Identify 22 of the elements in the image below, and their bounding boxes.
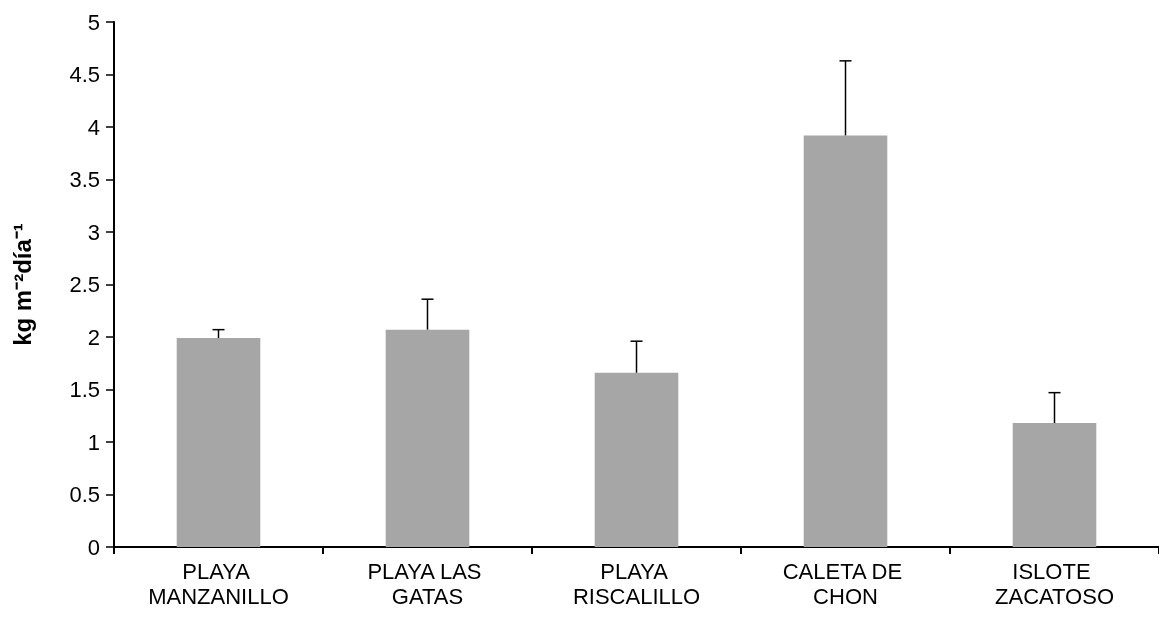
bar xyxy=(594,372,679,547)
x-tick-label: PLAYA MANZANILLO xyxy=(148,559,289,609)
y-axis-title: kg m⁻²día⁻¹ xyxy=(8,223,36,346)
y-tick-label: 4.5 xyxy=(69,62,100,87)
y-tick-label: 2.5 xyxy=(69,272,100,297)
bar xyxy=(803,135,888,547)
y-tick-label: 0.5 xyxy=(69,482,100,507)
x-tick-label: PLAYA RISCALILLO xyxy=(572,559,701,609)
x-tick-label: CALETA DE CHON xyxy=(782,559,909,609)
y-tick-label: 0 xyxy=(87,534,100,560)
y-tick-label: 1 xyxy=(87,429,100,455)
y-tick-label: 5 xyxy=(87,9,100,35)
x-tick-label: ISLOTE ZACATOSO xyxy=(995,559,1114,609)
y-tick-label: 1.5 xyxy=(69,377,100,402)
bar xyxy=(385,329,470,547)
y-tick-label: 4 xyxy=(87,114,100,140)
y-tick-label: 2 xyxy=(87,324,100,350)
y-tick-label: 3 xyxy=(87,219,100,245)
y-tick-label: 3.5 xyxy=(69,167,100,192)
bar xyxy=(1012,423,1097,547)
bar xyxy=(176,338,261,547)
x-tick-label: PLAYA LAS GATAS xyxy=(367,559,488,609)
